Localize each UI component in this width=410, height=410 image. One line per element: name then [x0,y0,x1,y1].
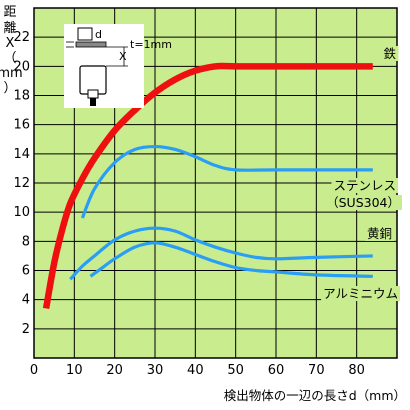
y-tick-label: 18 [13,89,30,104]
y-tick-label: 8 [22,234,30,249]
label-aluminum: アルミニウム [323,286,398,301]
label-stainless-1-bg [331,178,398,193]
inset-t-label: t=1mm [130,38,172,51]
y-axis-label-char: mm [0,66,23,81]
series-layer [42,62,373,309]
target-plate [75,41,107,48]
label-stainless-2-bg [324,195,402,210]
label-stainless-2: （SUS304） [326,195,400,210]
x-tick-label: 40 [187,363,204,378]
sensor-diagram: d t=1mm X [64,24,172,108]
x-tick-label: 50 [227,363,244,378]
x-tick-label: 60 [268,363,285,378]
series-aluminum-line [89,241,373,278]
x-tick-label: 30 [147,363,164,378]
y-tick-label: 4 [22,293,30,308]
y-axis-label-char: ） [3,81,16,96]
y-tick-label: 16 [13,118,30,133]
series-brass-line [69,226,373,281]
x-tick-labels: 0 10 20 30 40 50 60 70 80 [30,363,365,378]
y-axis-label-char: X [6,36,15,51]
y-tick-labels: 2 4 6 8 10 12 14 16 18 20 22 [13,30,30,337]
x-tick-label: 70 [308,363,325,378]
x-tick-label: 20 [106,363,123,378]
inset-x-label: X [119,50,127,63]
y-axis-label-char: 離 [3,21,16,36]
label-iron-bg [381,46,399,61]
series-iron-line [42,62,373,309]
sensor-cable [90,98,96,106]
label-brass: 黄銅 [367,226,392,241]
x-tick-label: 80 [348,363,365,378]
sensor-face [87,89,99,99]
label-iron: 鉄 [383,46,396,61]
y-tick-label: 14 [13,147,30,162]
y-tick-label: 22 [13,30,30,45]
y-tick-label: 12 [13,176,30,191]
x-axis-label: 検出物体の一辺の長さd（mm） [224,388,406,403]
y-tick-label: 6 [22,264,30,279]
label-stainless-1: ステンレス [333,178,396,193]
y-tick-label: 20 [13,59,30,74]
x-tick-label: 10 [66,363,83,378]
y-tick-label: 2 [22,322,30,337]
target-square-icon [77,27,93,41]
series-stainless-line [80,144,373,219]
x-tick-label: 0 [30,363,38,378]
y-axis-label-char: 距 [3,5,16,20]
y-axis-label: 距離X（mm） [0,5,23,96]
label-aluminum-bg [321,286,400,301]
inset-d-label: d [95,28,102,41]
y-axis-label-char: （ [3,51,16,66]
y-tick-label: 10 [13,205,30,220]
label-brass-bg [364,226,394,241]
